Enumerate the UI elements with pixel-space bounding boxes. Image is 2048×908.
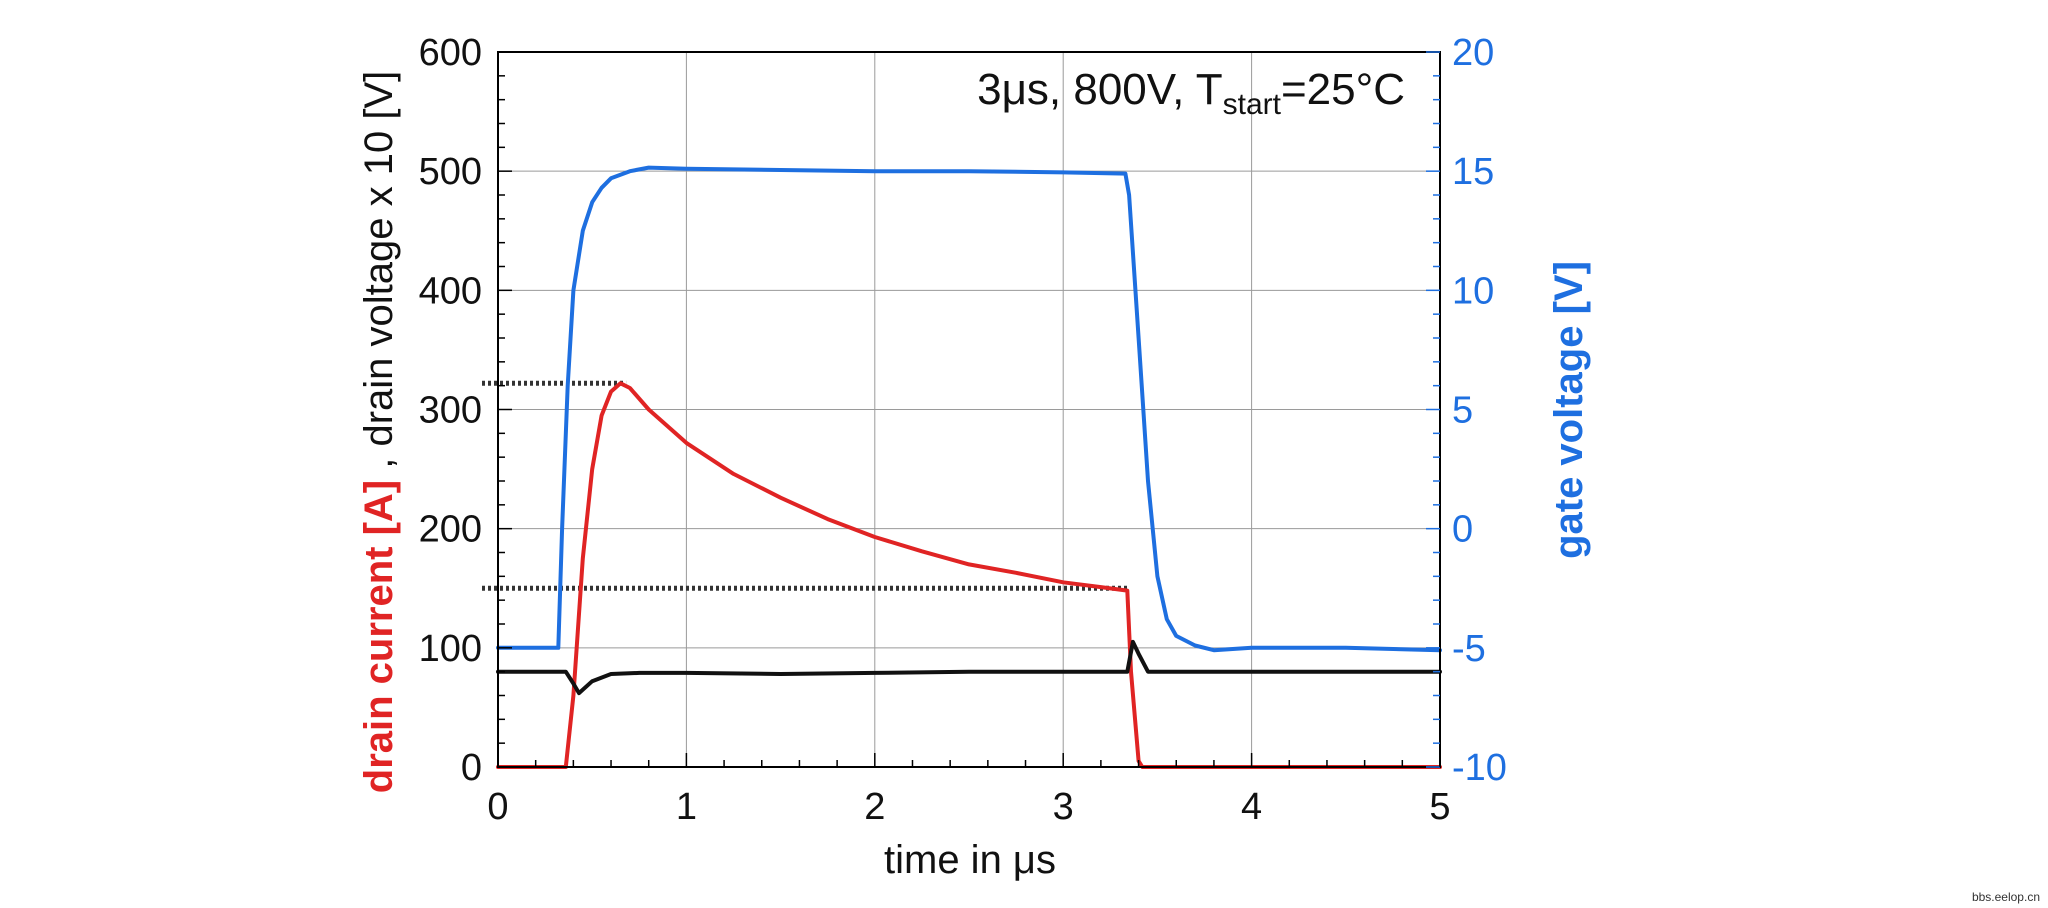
y-left-title-current: drain current [A] — [357, 480, 401, 793]
x-tick-labels: 0 1 2 3 4 5 — [487, 786, 1450, 828]
y-right-axis-title: gate voltage [V] — [1547, 261, 1591, 559]
annotation-subscript: start — [1223, 88, 1282, 121]
y-right-tick-label: 5 — [1452, 390, 1473, 432]
watermark: bbs.eelop.cn — [1971, 890, 2040, 904]
reference-lines — [482, 380, 1128, 591]
x-axis-title: time in μs — [884, 838, 1056, 882]
y-left-tick-label: 200 — [419, 509, 482, 551]
gate-voltage-line — [496, 165, 1442, 653]
chart-annotation: 3μs, 800V, Tstart=25°C — [977, 65, 1405, 121]
x-tick-label: 5 — [1429, 786, 1450, 828]
x-tick-label: 0 — [487, 786, 508, 828]
annotation-suffix: =25°C — [1281, 65, 1405, 114]
y-left-tick-label: 0 — [461, 747, 482, 789]
x-tick-label: 3 — [1053, 786, 1074, 828]
y-left-tick-label: 100 — [419, 628, 482, 670]
annotation-prefix: 3μs, 800V, T — [977, 65, 1223, 114]
y-right-tick-label: 0 — [1452, 509, 1473, 551]
y-right-tick-label: 10 — [1452, 270, 1494, 312]
y-right-tick-label: -10 — [1452, 747, 1507, 789]
x-tick-label: 4 — [1241, 786, 1262, 828]
y-right-tick-label: -5 — [1452, 628, 1486, 670]
grid-lines — [498, 52, 1440, 767]
drain-voltage-line — [496, 639, 1442, 696]
x-tick-label: 2 — [864, 786, 885, 828]
y-right-tick-label: 20 — [1452, 32, 1494, 74]
drain-current-line — [496, 381, 1442, 769]
y-left-title-voltage: , drain voltage x 10 [V] — [357, 71, 401, 480]
x-tick-label: 1 — [676, 786, 697, 828]
y-right-tick-labels: -10 -5 0 5 10 15 20 — [1452, 32, 1507, 789]
y-left-tick-label: 500 — [419, 151, 482, 193]
data-series — [496, 165, 1442, 769]
axis-ticks — [497, 51, 1441, 768]
y-left-tick-label: 600 — [419, 32, 482, 74]
y-left-tick-label: 400 — [419, 270, 482, 312]
y-right-tick-label: 15 — [1452, 151, 1494, 193]
y-left-tick-label: 300 — [419, 390, 482, 432]
y-left-tick-labels: 0 100 200 300 400 500 600 — [419, 32, 482, 789]
y-left-axis-title: drain current [A] , drain voltage x 10 [… — [357, 71, 401, 793]
